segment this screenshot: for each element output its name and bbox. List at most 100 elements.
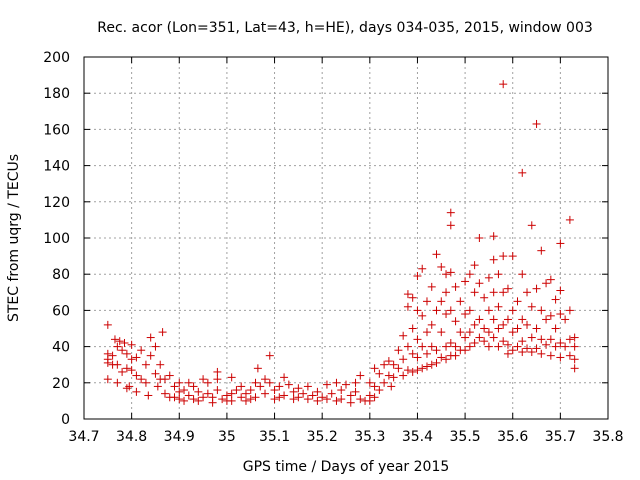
data-point [408,367,417,376]
data-point [342,380,350,389]
data-point [546,275,555,284]
data-point [151,342,160,351]
data-point [489,232,498,241]
data-point [446,208,455,217]
data-point [399,355,408,364]
data-point [213,386,222,395]
data-point [475,234,484,242]
data-point [199,375,208,384]
data-point [508,252,517,261]
data-point [122,349,131,358]
points-layer [103,80,579,407]
data-point [337,395,346,404]
data-point [113,342,122,351]
data-point [418,311,427,320]
data-point [356,371,365,380]
data-point [394,364,403,373]
data-point [261,389,270,398]
data-point [542,279,551,288]
data-point [442,355,451,364]
data-point [461,346,470,355]
data-point [413,272,422,281]
data-point [120,338,129,347]
y-tick-label: 60 [52,303,70,319]
data-point [499,337,508,346]
plot-frame [83,56,609,420]
data-point [184,391,193,400]
data-point [437,328,446,337]
data-point [132,371,141,380]
chart-title: Rec. acor (Lon=351, Lat=43, h=HE), days … [97,20,593,36]
data-point [537,335,546,344]
x-tick-label: 35.6 [497,429,528,445]
data-point [153,382,162,391]
data-point [446,338,455,347]
data-point [437,262,446,271]
data-point [227,396,236,405]
data-point [551,295,560,304]
data-point [427,342,436,351]
data-point [303,395,312,404]
data-point [523,320,532,329]
data-point [387,382,396,391]
data-point [432,250,441,259]
data-point [523,288,532,297]
data-point [527,221,536,230]
data-point [137,346,146,355]
data-point [494,324,503,333]
data-point [542,315,551,324]
data-point [503,349,512,358]
data-point [203,389,212,398]
data-point [275,382,284,391]
data-point [570,342,579,351]
data-point [403,290,412,299]
data-point [432,358,441,367]
data-point [489,255,498,264]
data-point [346,398,355,407]
data-point [194,387,203,396]
data-point [303,382,312,391]
data-point [494,302,503,311]
data-point [122,364,131,373]
data-point [384,371,393,380]
data-point [465,270,474,279]
data-point [227,373,236,382]
data-point [380,378,389,387]
data-point [437,353,446,362]
data-point [375,386,384,395]
data-point [175,387,184,396]
data-point [484,306,493,315]
data-point [513,297,522,306]
data-point [556,310,565,319]
x-tick-label: 35.5 [450,429,481,445]
data-point [322,380,331,389]
data-point [422,297,431,306]
y-tick-label: 180 [43,86,70,102]
data-point [532,344,541,353]
data-point [318,393,327,402]
data-point [115,337,124,346]
data-point [537,246,546,255]
data-point [265,378,274,387]
x-tick-label: 35.1 [259,429,290,445]
data-point [403,366,412,375]
data-point [265,351,274,360]
data-point [413,335,422,344]
data-point [289,387,298,396]
data-point [251,393,260,402]
data-point [427,282,436,291]
data-point [165,371,174,380]
y-axis-label: STEC from uqrg / TECUs [6,154,22,322]
data-point [442,342,451,351]
data-point [418,342,427,351]
data-point [180,386,189,395]
data-point [144,391,153,400]
data-point [523,344,532,353]
data-point [389,360,398,369]
data-point [570,333,579,342]
data-point [546,311,555,320]
data-point [470,288,479,297]
data-point [270,386,279,395]
data-point [494,342,503,351]
